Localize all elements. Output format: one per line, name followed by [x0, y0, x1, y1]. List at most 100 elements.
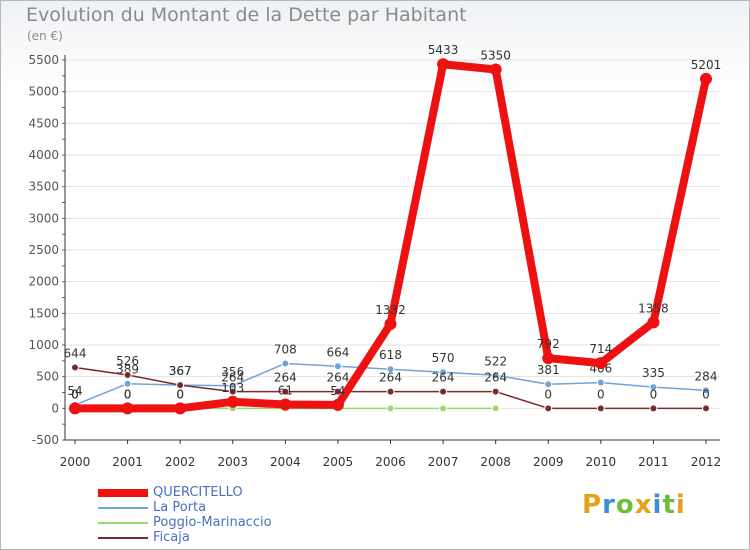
y-tick-label: 3000: [28, 211, 59, 225]
data-point: [594, 357, 607, 370]
logo-letter: i: [652, 490, 663, 520]
data-label: 1332: [375, 303, 406, 317]
x-tick-label: 2004: [270, 455, 301, 469]
data-point: [176, 381, 185, 390]
proxiti-logo: Proxiti: [582, 490, 686, 520]
logo-letter: r: [602, 490, 616, 520]
data-label: 367: [169, 364, 192, 378]
data-point: [702, 386, 710, 395]
data-label: 0: [71, 387, 79, 401]
y-tick-label: 0: [51, 401, 59, 415]
legend-item: Poggio-Marinaccio: [98, 515, 272, 530]
data-label: 61: [278, 383, 293, 397]
legend: QUERCITELLO La Porta Poggio-Marinaccio Fica…: [98, 485, 272, 545]
data-point: [333, 387, 342, 396]
data-point: [123, 371, 132, 380]
data-label: 0: [176, 387, 184, 401]
unit-label: (en €): [27, 29, 63, 43]
y-tick-label: 1000: [28, 338, 59, 352]
legend-label: Ficaja: [153, 530, 190, 545]
x-tick-label: 2007: [428, 455, 459, 469]
data-point: [542, 352, 555, 365]
data-point: [489, 63, 502, 76]
y-tick-label: 5500: [28, 53, 59, 67]
data-point: [544, 404, 553, 413]
legend-swatch: [98, 506, 148, 509]
data-point: [281, 359, 290, 368]
data-label: 618: [379, 348, 402, 362]
y-tick-label: 2500: [28, 243, 59, 257]
x-tick-label: 2000: [60, 455, 91, 469]
data-label: 264: [379, 371, 402, 385]
legend-label: QUERCITELLO: [153, 485, 243, 500]
logo-letter: i: [675, 490, 686, 520]
data-label: 335: [642, 366, 665, 380]
data-point: [437, 58, 450, 71]
data-point: [331, 398, 344, 411]
data-point: [596, 404, 605, 413]
data-label: 356: [221, 365, 244, 379]
data-label: 5201: [691, 58, 722, 72]
data-point: [702, 404, 710, 413]
y-tick-label: 2000: [28, 275, 59, 289]
data-label: 0: [124, 387, 132, 401]
y-tick-label: 5000: [28, 85, 59, 99]
data-label: 264: [432, 371, 455, 385]
data-label: 389: [116, 363, 139, 377]
data-point: [491, 371, 500, 380]
data-label: 103: [221, 381, 244, 395]
data-point: [386, 365, 395, 374]
data-label: 264: [221, 371, 244, 385]
data-point: [439, 368, 448, 377]
data-point: [649, 404, 658, 413]
y-tick-label: 500: [36, 370, 59, 384]
chart-title: Evolution du Montant de la Dette par Hab…: [26, 4, 467, 26]
data-label: 264: [326, 371, 349, 385]
data-label: 0: [176, 387, 184, 401]
data-label: 792: [537, 337, 560, 351]
x-tick-label: 2003: [217, 455, 248, 469]
data-point: [386, 387, 395, 396]
x-tick-label: 2008: [480, 455, 511, 469]
data-label: 0: [124, 387, 132, 401]
data-point: [700, 72, 712, 85]
x-tick-label: 2012: [691, 455, 722, 469]
data-point: [491, 404, 500, 413]
x-tick-label: 2009: [533, 455, 564, 469]
data-label: 644: [64, 347, 87, 361]
logo-letter: x: [634, 490, 653, 520]
legend-label: La Porta: [153, 500, 207, 515]
data-point: [647, 316, 660, 329]
data-point: [544, 380, 553, 389]
data-point: [333, 362, 342, 371]
y-tick-label: 4000: [28, 148, 59, 162]
data-label: 708: [274, 342, 297, 356]
data-point: [439, 404, 448, 413]
data-label: 526: [116, 354, 139, 368]
data-label: 522: [484, 354, 507, 368]
data-point: [386, 404, 395, 413]
legend-label: Poggio-Marinaccio: [153, 515, 272, 530]
y-tick-label: 1500: [28, 306, 59, 320]
x-tick-label: 2011: [638, 455, 669, 469]
data-label: 264: [274, 371, 297, 385]
data-label: 0: [597, 387, 605, 401]
data-label: 0: [71, 387, 79, 401]
data-label: 54: [67, 384, 82, 398]
x-tick-label: 2005: [323, 455, 354, 469]
data-label: 0: [650, 387, 658, 401]
legend-item: Ficaja: [98, 530, 272, 545]
data-label: 664: [326, 345, 349, 359]
data-point: [69, 402, 81, 415]
legend-swatch: [98, 488, 148, 497]
data-point: [123, 379, 132, 388]
data-label: 381: [537, 363, 560, 377]
data-point: [281, 387, 290, 396]
data-point: [596, 378, 605, 387]
data-label: 714: [589, 342, 612, 356]
x-tick-label: 2010: [586, 455, 617, 469]
x-tick-label: 2006: [375, 455, 406, 469]
data-point: [71, 363, 79, 372]
data-point: [228, 387, 237, 396]
data-point: [649, 383, 658, 392]
